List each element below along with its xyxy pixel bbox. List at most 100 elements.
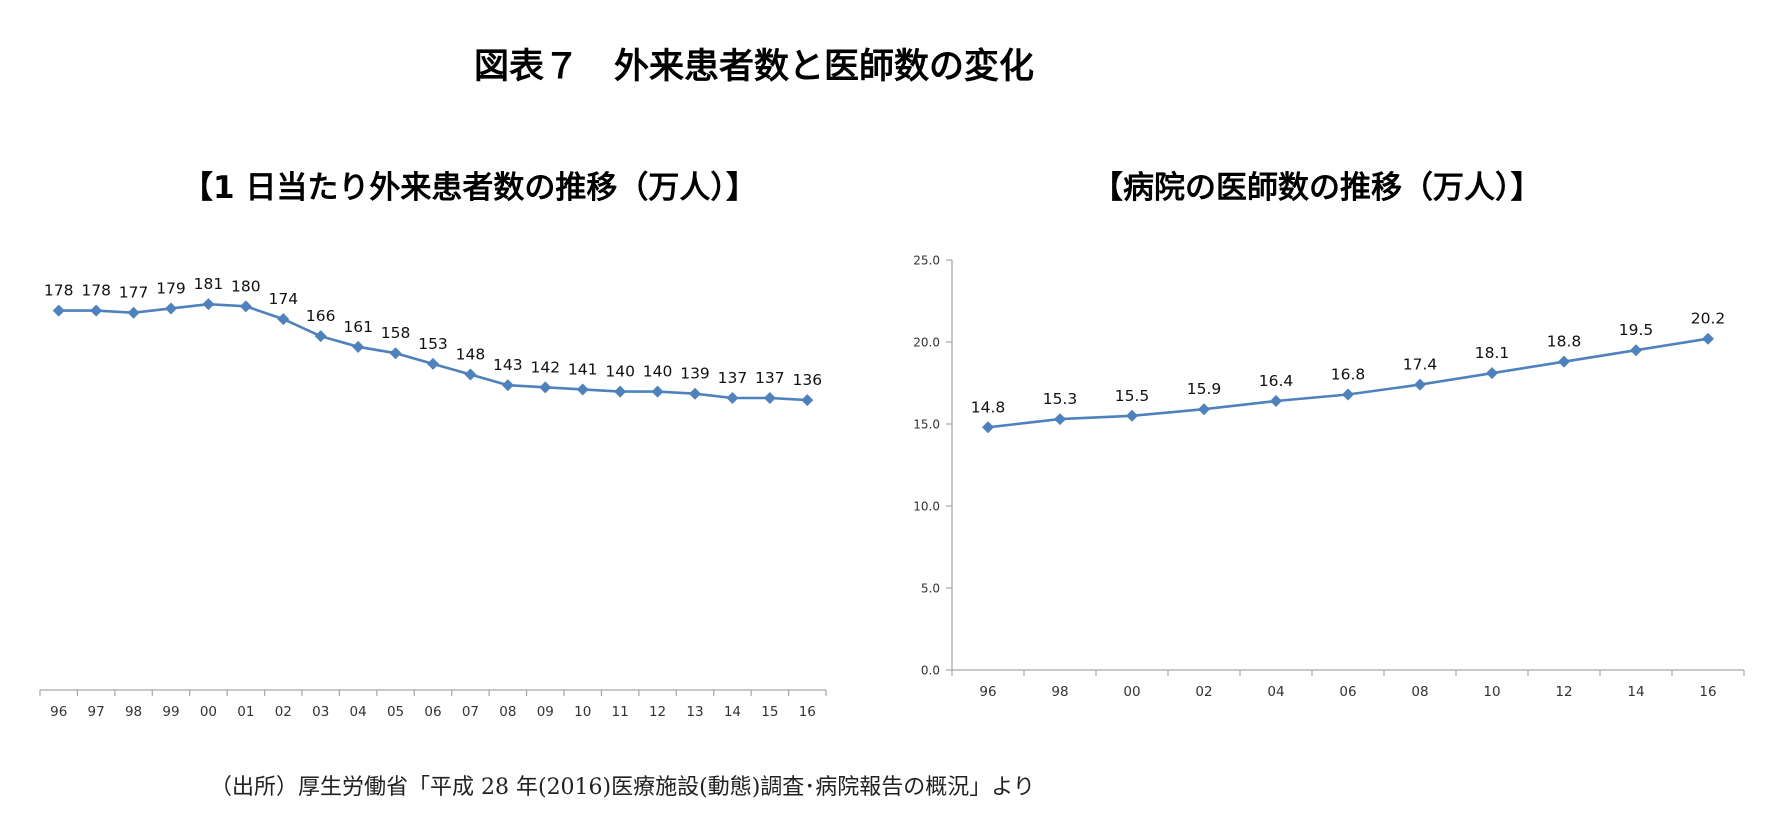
x-tick-label: 96 — [50, 704, 67, 720]
data-point-marker — [801, 394, 814, 407]
data-label: 174 — [268, 290, 298, 308]
x-tick-label: 04 — [1267, 684, 1284, 700]
data-point-marker — [1702, 332, 1714, 345]
data-point-marker — [202, 298, 215, 311]
x-tick-label: 00 — [1123, 684, 1140, 700]
data-point-marker — [576, 383, 589, 396]
data-point-marker — [726, 391, 739, 404]
x-tick-label: 03 — [312, 704, 329, 720]
data-point-marker — [127, 306, 140, 319]
data-point-marker — [1486, 367, 1498, 380]
y-tick-label: 25.0 — [913, 254, 940, 268]
data-point-marker — [352, 340, 365, 353]
data-label: 15.5 — [1115, 387, 1150, 405]
x-tick-label: 02 — [275, 704, 292, 720]
data-point-marker — [90, 304, 103, 317]
data-label: 161 — [343, 318, 373, 336]
x-tick-label: 99 — [162, 704, 179, 720]
x-tick-label: 97 — [88, 704, 105, 720]
data-point-marker — [239, 300, 252, 313]
x-tick-label: 14 — [1627, 684, 1644, 700]
data-point-marker — [651, 385, 664, 398]
x-tick-label: 13 — [686, 704, 703, 720]
y-tick-label: 15.0 — [913, 418, 940, 432]
x-tick-label: 12 — [1555, 684, 1572, 700]
x-tick-label: 10 — [1483, 684, 1500, 700]
data-point-marker — [165, 302, 177, 315]
doctors-line-chart: 96 98 00 02 04 06 08 10 12 14 16 0.0 5.0 10.0 15.0 20.0… — [913, 254, 1745, 700]
data-label: 16.4 — [1259, 372, 1294, 390]
x-tick-label: 12 — [649, 704, 666, 720]
x-tick-label: 08 — [499, 704, 516, 720]
y-tick-label: 10.0 — [913, 500, 940, 514]
data-point-marker — [1270, 395, 1282, 408]
outpatient-chart-title: 【1 日当たり外来患者数の推移（万人）】 — [182, 170, 757, 206]
data-label: 137 — [718, 369, 748, 387]
x-tick-label: 06 — [424, 704, 441, 720]
x-tick-label: 00 — [200, 704, 217, 720]
data-label: 178 — [44, 282, 74, 300]
data-point-marker — [52, 304, 65, 317]
data-label: 142 — [530, 358, 560, 376]
data-label: 16.8 — [1331, 365, 1366, 383]
data-label: 180 — [231, 277, 261, 295]
x-tick-label: 04 — [350, 704, 367, 720]
x-tick-label: 08 — [1411, 684, 1428, 700]
x-tick-label: 05 — [387, 704, 404, 720]
data-label: 15.3 — [1043, 390, 1078, 408]
data-label: 181 — [194, 275, 224, 293]
data-point-marker — [464, 368, 477, 381]
x-tick-label: 01 — [237, 704, 254, 720]
x-tick-label: 02 — [1195, 684, 1212, 700]
data-point-marker — [389, 347, 402, 360]
y-tick-label: 0.0 — [921, 664, 940, 678]
data-label: 15.9 — [1187, 380, 1222, 398]
x-tick-label: 98 — [1051, 684, 1068, 700]
x-tick-label: 98 — [125, 704, 142, 720]
data-label: 148 — [456, 346, 486, 364]
data-label: 136 — [792, 371, 822, 389]
data-label: 17.4 — [1403, 356, 1438, 374]
data-label: 18.1 — [1475, 344, 1510, 362]
data-point-marker — [1342, 388, 1354, 401]
data-point-marker — [1414, 378, 1426, 391]
data-point-marker — [427, 357, 439, 370]
data-label: 153 — [418, 335, 448, 353]
data-label: 179 — [156, 279, 186, 297]
data-point-marker — [277, 313, 290, 326]
data-label: 139 — [680, 365, 710, 383]
data-point-marker — [614, 385, 627, 398]
data-label: 14.8 — [971, 398, 1006, 416]
data-point-marker — [982, 421, 994, 434]
data-point-marker — [1558, 355, 1570, 368]
data-label: 177 — [119, 284, 149, 302]
data-label: 141 — [568, 360, 598, 378]
data-point-marker — [763, 391, 776, 404]
y-tick-label: 20.0 — [913, 336, 940, 350]
data-label: 137 — [755, 369, 785, 387]
x-tick-label: 06 — [1339, 684, 1356, 700]
doctors-chart-title: 【病院の医師数の推移（万人）】 — [1092, 170, 1542, 206]
x-tick-label: 11 — [612, 704, 629, 720]
data-label: 19.5 — [1619, 321, 1654, 339]
data-label: 143 — [493, 356, 523, 374]
x-tick-label: 09 — [537, 704, 554, 720]
x-tick-label: 14 — [724, 704, 741, 720]
data-point-marker — [314, 330, 327, 343]
data-point-marker — [501, 379, 514, 392]
x-tick-label: 96 — [979, 684, 996, 700]
source-note: （出所）厚生労働省「平成 28 年(2016)医療施設(動態)調査･病院報告の概… — [210, 775, 1035, 800]
data-point-marker — [1126, 409, 1138, 422]
data-point-marker — [1630, 344, 1642, 357]
data-point-marker — [1198, 403, 1210, 416]
data-label: 166 — [306, 307, 336, 325]
x-tick-label: 16 — [1699, 684, 1716, 700]
data-point-marker — [539, 381, 552, 394]
outpatient-line-chart: 96 97 98 99 00 01 02 03 04 05 06 07 08 09 10 11 12 13 14 15… — [39, 275, 827, 720]
x-tick-label: 16 — [799, 704, 816, 720]
data-label: 20.2 — [1691, 310, 1726, 328]
page-title: 図表７ 外来患者数と医師数の変化 — [474, 47, 1035, 87]
data-label: 158 — [381, 324, 411, 342]
data-label: 18.8 — [1547, 333, 1582, 351]
x-tick-label: 07 — [462, 704, 479, 720]
